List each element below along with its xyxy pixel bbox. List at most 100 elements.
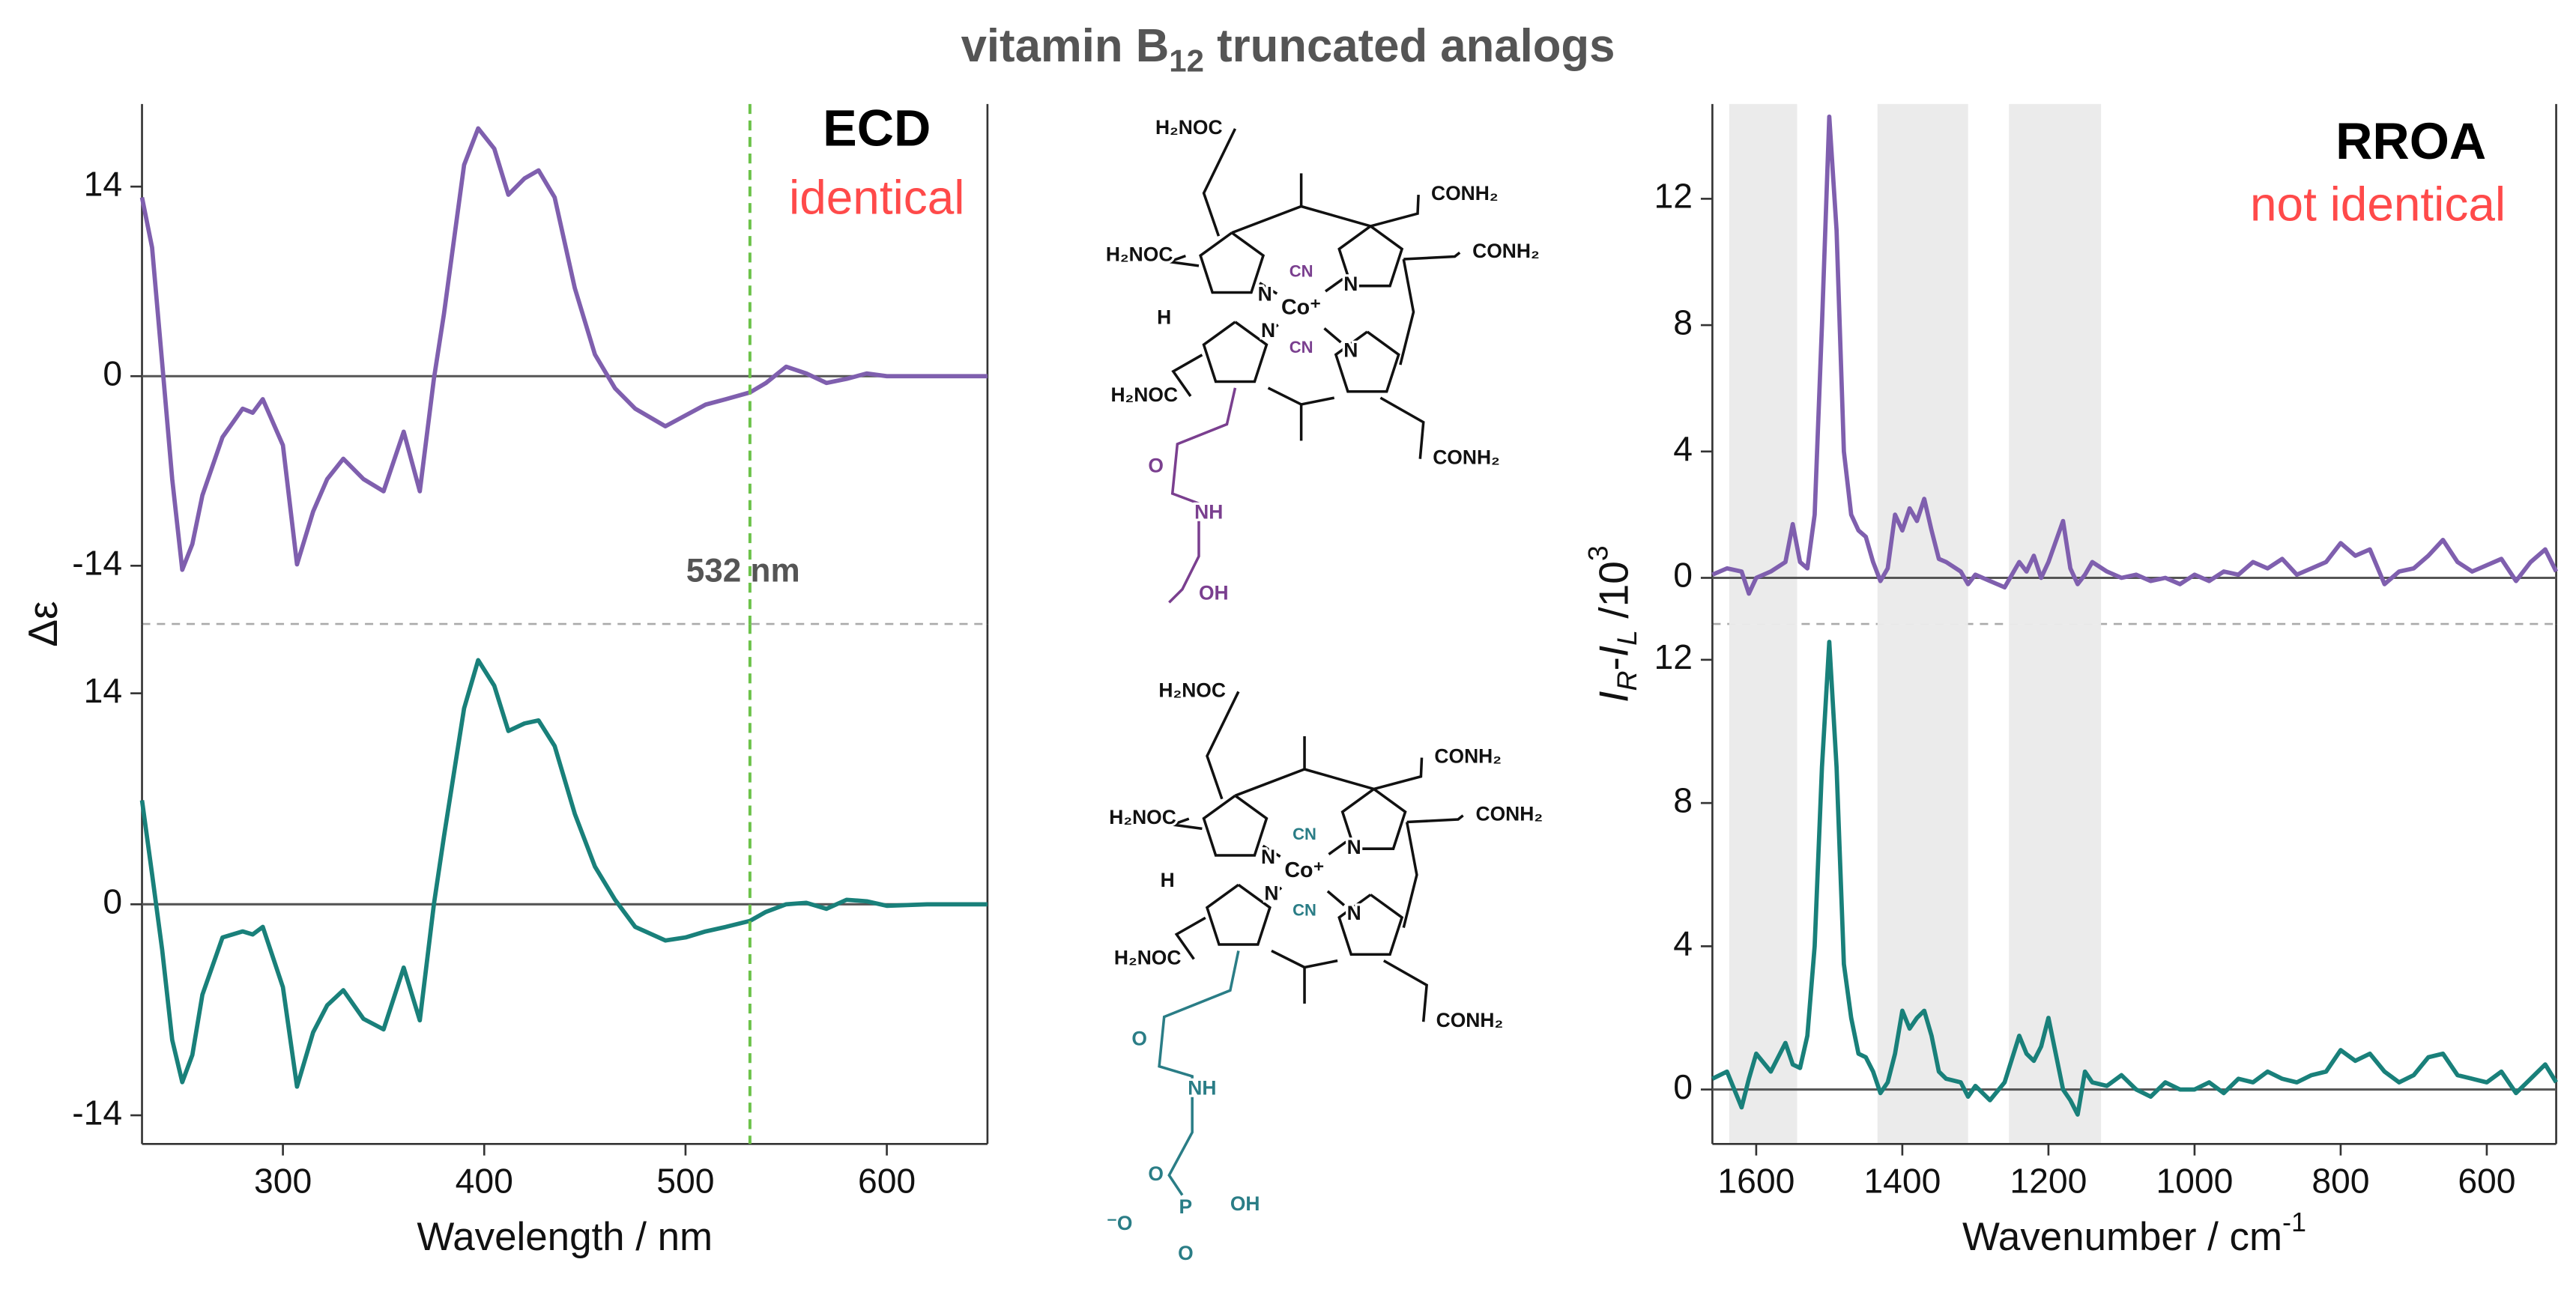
atom-label: CONH₂ <box>1476 803 1544 825</box>
bond <box>1337 894 1404 956</box>
y-tick-label: 0 <box>1673 556 1693 595</box>
x-tick-label: 1200 <box>2010 1161 2087 1200</box>
atom-label: NH <box>1194 500 1223 523</box>
bond <box>1202 321 1269 383</box>
bond <box>1205 883 1272 946</box>
atom-label: Co⁺ <box>1281 296 1321 320</box>
y-tick-label: 4 <box>1673 924 1693 963</box>
bond <box>1402 822 1418 929</box>
label-part: Wavelength / nm <box>417 1215 713 1259</box>
bond <box>1234 768 1375 797</box>
atom-label: CN <box>1292 825 1316 843</box>
atom-label: OH <box>1230 1192 1260 1215</box>
bond <box>1325 278 1344 293</box>
label-part: - <box>1590 657 1636 670</box>
atom-label: CONH₂ <box>1433 446 1500 469</box>
x-tick-label: 1400 <box>1863 1161 1941 1200</box>
atom-label: N <box>1347 836 1361 858</box>
bond <box>1172 817 1203 831</box>
data-line <box>139 126 988 572</box>
atom-label: ⁻O <box>1107 1212 1133 1234</box>
atom-label: N <box>1343 273 1358 295</box>
bond <box>1202 128 1237 237</box>
y-tick-label: -14 <box>72 544 122 583</box>
bond <box>1323 327 1342 344</box>
atom-label: H₂NOC <box>1158 679 1226 701</box>
atom-label: H₂NOC <box>1109 806 1176 828</box>
bond <box>1340 788 1407 850</box>
shaded-region <box>1729 103 1798 625</box>
bond <box>1260 324 1279 338</box>
bond <box>1259 282 1278 295</box>
x-tick-label: 600 <box>858 1161 916 1200</box>
atom-label: N <box>1258 282 1272 305</box>
y-tick-label: 0 <box>103 354 122 392</box>
bond <box>1171 354 1203 397</box>
label-part: I <box>1590 691 1636 703</box>
x-tick-label: 1600 <box>1717 1161 1795 1200</box>
annotation: ECD <box>823 100 931 157</box>
label-part: R <box>1611 670 1642 691</box>
x-axis-label: Wavelength / nm <box>417 1215 713 1259</box>
bond <box>1267 386 1335 406</box>
atom-label: CONH₂ <box>1434 745 1502 768</box>
annotation: not identical <box>2250 178 2506 231</box>
atom-label: O <box>1148 455 1164 477</box>
y-tick-label: 4 <box>1673 429 1693 468</box>
data-line <box>1711 114 2559 596</box>
bond <box>1403 251 1461 261</box>
atom-label: OH <box>1199 581 1229 604</box>
label-part: I <box>1590 646 1636 657</box>
bond <box>1168 254 1200 267</box>
bond <box>1406 814 1464 824</box>
atom-label: H₂NOC <box>1106 243 1173 266</box>
bond <box>1337 225 1404 288</box>
bond <box>1382 959 1428 1022</box>
atom-label: O <box>1178 1242 1194 1264</box>
atom-label: O <box>1148 1162 1164 1185</box>
y-tick-label: -14 <box>72 1093 122 1132</box>
bond <box>1262 844 1281 858</box>
atom-label: NH <box>1188 1077 1216 1100</box>
bond <box>1158 950 1240 1196</box>
shaded-region <box>1729 624 1798 1144</box>
label-part: truncated analogs <box>1204 20 1615 72</box>
bond <box>1328 840 1347 855</box>
atom-label: H <box>1157 306 1171 328</box>
atom-label: N <box>1347 902 1361 924</box>
bond <box>1370 194 1420 228</box>
atom-label: N <box>1261 846 1275 868</box>
atom-label: P <box>1179 1195 1193 1218</box>
bond <box>1264 886 1283 901</box>
label-part: -1 <box>2282 1206 2306 1237</box>
bond <box>1206 691 1240 800</box>
bond <box>1231 204 1371 234</box>
bond <box>1373 757 1424 791</box>
bond <box>1326 890 1346 906</box>
annotation: identical <box>789 171 964 225</box>
atom-label: CONH₂ <box>1472 240 1540 262</box>
bond <box>1334 330 1400 393</box>
atom-label: N <box>1261 319 1275 342</box>
annotation: RROA <box>2335 113 2486 170</box>
bond <box>1271 949 1338 969</box>
label-part: vitamin B <box>961 20 1170 72</box>
atom-label: N <box>1343 339 1358 361</box>
label-part: 12 <box>1169 43 1204 79</box>
label-part: Wavenumber / cm <box>1962 1215 2282 1259</box>
label-part: 3 <box>1582 545 1613 561</box>
atom-label: CN <box>1292 900 1316 919</box>
y-tick-label: 8 <box>1673 303 1693 342</box>
atom-label: CN <box>1289 338 1313 357</box>
x-tick-label: 800 <box>2312 1161 2369 1200</box>
shaded-region <box>2009 624 2102 1144</box>
bond <box>1168 387 1237 604</box>
atom-label: CN <box>1289 261 1313 280</box>
annotation: 532 nm <box>686 552 800 589</box>
y-tick-label: 0 <box>103 882 122 921</box>
atom-label: N <box>1264 882 1278 904</box>
atom-label: H₂NOC <box>1155 116 1223 139</box>
y-tick-label: 12 <box>1654 177 1692 216</box>
y-tick-label: 8 <box>1673 780 1693 819</box>
